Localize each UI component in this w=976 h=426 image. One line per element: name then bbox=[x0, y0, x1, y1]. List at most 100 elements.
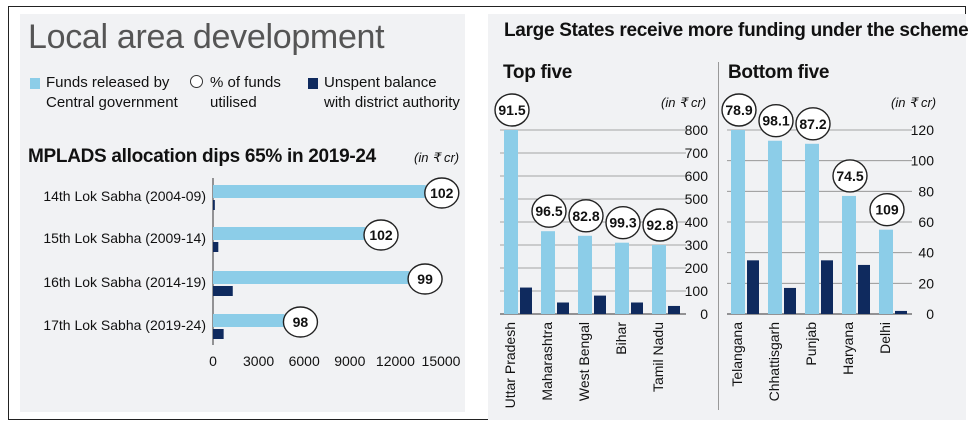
y-tick-label: 800 bbox=[685, 122, 709, 138]
unspent-bar bbox=[213, 286, 233, 296]
unspent-bar bbox=[668, 305, 680, 314]
utilised-badge-label: 78.9 bbox=[725, 102, 752, 118]
unspent-bar bbox=[631, 302, 643, 314]
utilised-badge-circle bbox=[424, 177, 460, 209]
y-tick-label: 80 bbox=[918, 183, 934, 199]
y-tick-label: 0 bbox=[926, 306, 934, 322]
funds-bar bbox=[879, 229, 893, 314]
utilised-badge-label: 102 bbox=[369, 227, 393, 243]
utilised-badge-circle bbox=[568, 199, 604, 233]
x-tick-label: 0 bbox=[209, 353, 217, 369]
utilised-badge-label: 92.8 bbox=[646, 217, 673, 233]
x-tick-label: 3000 bbox=[243, 353, 274, 369]
unspent-bar bbox=[858, 264, 870, 314]
left-panel bbox=[20, 14, 465, 412]
funds-bar bbox=[768, 140, 782, 314]
funds-bar bbox=[731, 130, 745, 314]
category-label: Punjab bbox=[803, 322, 819, 366]
category-label: Telangana bbox=[729, 322, 745, 387]
utilised-badge-label: 99 bbox=[417, 271, 433, 287]
utilised-badge-circle bbox=[407, 263, 443, 295]
utilised-badge-circle bbox=[363, 219, 399, 251]
utilised-badge-label: 98 bbox=[293, 314, 309, 330]
funds-bar bbox=[213, 185, 426, 198]
unit-label-bottom: (in ₹ cr) bbox=[891, 95, 937, 110]
legend-swatch-unspent bbox=[308, 78, 318, 89]
y-tick-label: 700 bbox=[685, 145, 709, 161]
utilised-badge-circle bbox=[869, 192, 905, 227]
legend-swatch-utilised bbox=[190, 75, 203, 88]
legend-swatch-funds bbox=[30, 78, 40, 89]
category-label: 14th Lok Sabha (2004-09) bbox=[43, 188, 206, 204]
category-label: West Bengal bbox=[576, 322, 592, 401]
top-five-title: Top five bbox=[503, 62, 573, 83]
category-label: Maharashtra bbox=[539, 322, 555, 401]
unspent-bar bbox=[213, 329, 224, 339]
legend-label-unspent-2: with district authority bbox=[324, 94, 460, 111]
utilised-badge-label: 96.5 bbox=[535, 203, 562, 219]
unspent-bar bbox=[557, 302, 569, 314]
y-tick-label: 0 bbox=[700, 306, 708, 322]
unspent-bar bbox=[213, 200, 215, 210]
category-label: 15th Lok Sabha (2009-14) bbox=[43, 230, 206, 246]
utilised-badge-label: 87.2 bbox=[799, 116, 826, 132]
y-tick-label: 40 bbox=[918, 245, 934, 261]
unspent-bar bbox=[747, 260, 759, 314]
category-label: Delhi bbox=[877, 322, 893, 354]
utilised-badge-label: 109 bbox=[875, 202, 899, 218]
utilised-badge-circle bbox=[832, 159, 868, 193]
category-label: 17th Lok Sabha (2019-24) bbox=[43, 317, 206, 333]
utilised-badge-circle bbox=[642, 208, 678, 242]
utilised-badge-circle bbox=[605, 205, 641, 240]
utilised-badge-circle bbox=[531, 194, 567, 228]
legend-label-funds-1: Funds released by bbox=[46, 74, 170, 91]
y-tick-label: 100 bbox=[685, 283, 709, 299]
legend-label-funds-2: Central government bbox=[46, 94, 178, 111]
y-tick-label: 60 bbox=[918, 214, 934, 230]
x-tick-label: 15000 bbox=[422, 353, 461, 369]
y-tick-label: 120 bbox=[911, 122, 935, 138]
unspent-bar bbox=[821, 260, 833, 314]
funds-bar bbox=[213, 227, 365, 240]
x-tick-label: 6000 bbox=[289, 353, 320, 369]
page-title: Local area development bbox=[28, 18, 385, 56]
bottom-five-title: Bottom five bbox=[728, 62, 830, 83]
x-tick-label: 9000 bbox=[334, 353, 365, 369]
panel-divider bbox=[718, 62, 719, 410]
legend-label-unspent-1: Unspent balance bbox=[324, 74, 437, 91]
y-tick-label: 200 bbox=[685, 260, 709, 276]
utilised-badge-label: 74.5 bbox=[836, 168, 863, 184]
unspent-bar bbox=[784, 287, 796, 314]
category-label: Bihar bbox=[613, 322, 629, 355]
category-label: Uttar Pradesh bbox=[502, 322, 518, 408]
funds-bar bbox=[842, 195, 856, 314]
funds-bar bbox=[504, 130, 518, 314]
category-label: 16th Lok Sabha (2014-19) bbox=[43, 274, 206, 290]
utilised-badge-circle bbox=[494, 93, 530, 127]
funds-bar bbox=[652, 245, 666, 314]
chart-subheading: MPLADS allocation dips 65% in 2019-24 bbox=[28, 146, 376, 167]
legend-label-utilised-1: % of funds bbox=[210, 74, 281, 91]
right-heading: Large States receive more funding under … bbox=[504, 20, 969, 41]
funds-bar bbox=[578, 235, 592, 314]
y-tick-label: 500 bbox=[685, 191, 709, 207]
utilised-badge-label: 91.5 bbox=[498, 102, 525, 118]
funds-bar bbox=[213, 271, 410, 284]
legend-label-utilised-2: utilised bbox=[210, 94, 257, 111]
unit-label-top: (in ₹ cr) bbox=[661, 95, 707, 110]
unspent-bar bbox=[520, 287, 532, 314]
category-label: Haryana bbox=[840, 322, 856, 375]
funds-bar bbox=[805, 143, 819, 314]
unspent-bar bbox=[594, 295, 606, 314]
unit-label-left: (in ₹ cr) bbox=[414, 150, 460, 165]
funds-bar bbox=[541, 231, 555, 314]
funds-bar bbox=[615, 242, 629, 314]
unspent-bar bbox=[895, 310, 907, 314]
unspent-bar bbox=[213, 242, 219, 252]
utilised-badge-label: 82.8 bbox=[572, 208, 599, 224]
utilised-badge-circle bbox=[282, 306, 319, 338]
utilised-badge-label: 98.1 bbox=[762, 113, 789, 129]
